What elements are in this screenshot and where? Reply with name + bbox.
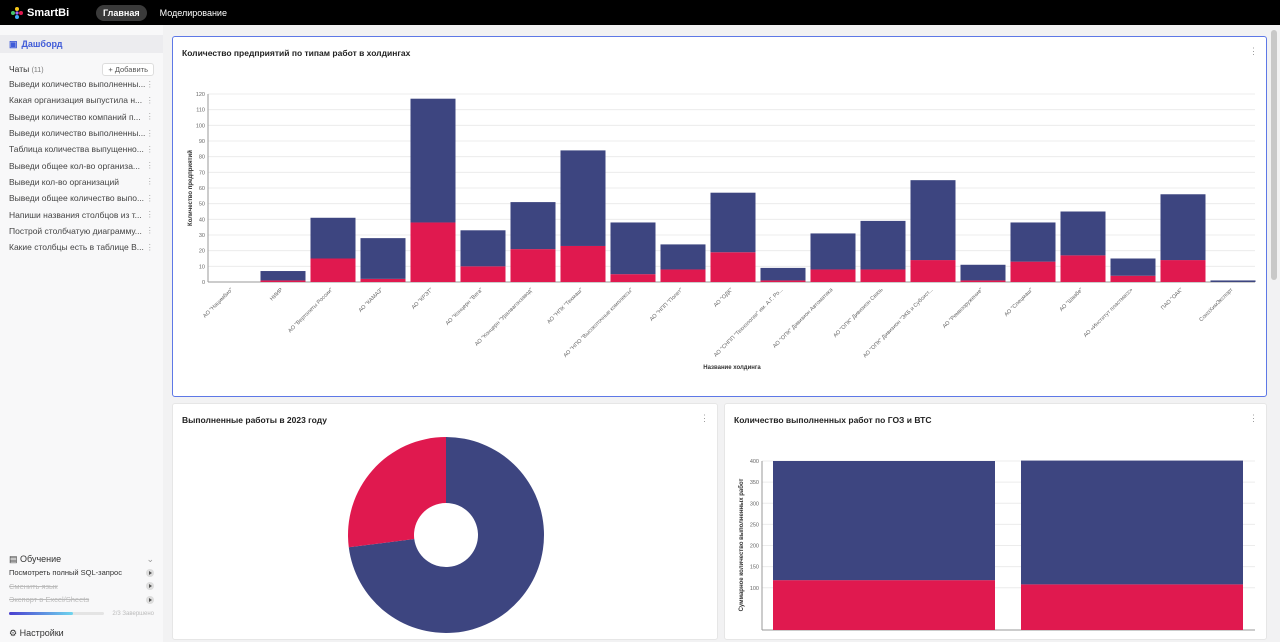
- add-label: Добавить: [114, 64, 148, 74]
- chart-title: Количество выполненных работ по ГОЗ и ВТ…: [734, 415, 932, 425]
- chat-title: Какие столбцы есть в таблице В...: [9, 242, 144, 253]
- learning-item-label: Сменить язык: [9, 581, 58, 591]
- play-icon[interactable]: [146, 568, 154, 577]
- more-icon[interactable]: ⋮: [145, 209, 155, 220]
- chat-item[interactable]: Выведи количество выполненны... ⋮: [0, 76, 163, 92]
- top-bar: SmartBi Главная Моделирование: [0, 0, 1280, 25]
- learning-item[interactable]: Экспорт в Excel/Sheets: [0, 593, 163, 607]
- logo-icon: [11, 6, 23, 19]
- more-icon[interactable]: ⋮: [700, 413, 709, 423]
- dashboard-label: Дашборд: [21, 39, 63, 49]
- learning-item[interactable]: Сменить язык: [0, 580, 163, 594]
- settings-label: Настройки: [19, 628, 64, 638]
- sidebar-item-dashboard[interactable]: ▣ Дашборд: [0, 35, 163, 53]
- play-icon[interactable]: [146, 582, 154, 591]
- logo[interactable]: SmartBi: [10, 6, 96, 20]
- learning-header[interactable]: ▤ Обучение ⌄: [0, 552, 163, 566]
- more-icon[interactable]: ⋮: [145, 111, 155, 122]
- chat-item[interactable]: Какие столбцы есть в таблице В... ⋮: [0, 239, 163, 255]
- chart-title: Выполненные работы в 2023 году: [182, 415, 327, 425]
- chat-title: Выведи общее количество выпо...: [9, 193, 145, 204]
- chat-item[interactable]: Какая организация выпустила н... ⋮: [0, 92, 163, 108]
- chat-item[interactable]: Построй столбчатую диаграмму... ⋮: [0, 223, 163, 239]
- chat-title: Выведи количество выполненны...: [9, 79, 146, 90]
- chat-title: Выведи кол-во организаций: [9, 176, 119, 187]
- sidebar: ▣ Дашборд Чаты (11) + Добавить Выведи ко…: [0, 25, 163, 642]
- chat-title: Выведи количество выполненны...: [9, 128, 146, 139]
- chart-card-2023[interactable]: Выполненные работы в 2023 году ⋮: [172, 403, 718, 640]
- more-icon[interactable]: ⋮: [145, 192, 155, 203]
- more-icon[interactable]: ⋮: [1249, 413, 1258, 423]
- progress-text: 2/3 Завершено: [112, 610, 154, 617]
- learning-progress: 2/3 Завершено: [0, 611, 163, 617]
- learning-item-label: Экспорт в Excel/Sheets: [9, 595, 90, 605]
- chat-item[interactable]: Выведи общее количество выпо... ⋮: [0, 190, 163, 206]
- chat-title: Выведи количество компаний п...: [9, 111, 141, 122]
- more-icon[interactable]: ⋮: [145, 127, 155, 138]
- more-icon[interactable]: ⋮: [1249, 46, 1258, 56]
- nav-home[interactable]: Главная: [96, 4, 147, 21]
- chat-item[interactable]: Выведи количество компаний п... ⋮: [0, 109, 163, 125]
- learning-item[interactable]: Посмотреть полный SQL-запрос: [0, 566, 163, 580]
- more-icon[interactable]: ⋮: [145, 160, 155, 171]
- chat-item[interactable]: Напиши названия столбцов из т... ⋮: [0, 206, 163, 222]
- chat-title: Таблица количества выпущенно...: [9, 144, 144, 155]
- chart-card-holdings[interactable]: Количество предприятий по типам работ в …: [172, 36, 1267, 397]
- chat-title: Выведи общее кол-во организа...: [9, 160, 141, 171]
- add-chat-button[interactable]: + Добавить: [102, 62, 154, 76]
- more-icon[interactable]: ⋮: [145, 241, 155, 252]
- chat-title: Напиши названия столбцов из т...: [9, 209, 142, 220]
- progress-fill: [9, 612, 73, 615]
- scrollbar[interactable]: [1271, 30, 1277, 280]
- chat-item[interactable]: Выведи общее кол-во организа... ⋮: [0, 157, 163, 173]
- progress-bar: [9, 612, 104, 615]
- gear-icon: ⚙: [9, 628, 20, 638]
- more-icon[interactable]: ⋮: [145, 78, 155, 89]
- chart-title: Количество предприятий по типам работ в …: [182, 48, 411, 58]
- chats-count: (11): [31, 67, 44, 74]
- play-icon[interactable]: [146, 595, 154, 604]
- nav-modeling[interactable]: Моделирование: [159, 7, 227, 18]
- more-icon[interactable]: ⋮: [145, 94, 155, 105]
- chat-item[interactable]: Таблица количества выпущенно... ⋮: [0, 141, 163, 157]
- learning-title: Обучение: [20, 553, 62, 564]
- chats-label: Чаты: [9, 64, 30, 74]
- chats-header: Чаты (11) + Добавить: [0, 62, 163, 76]
- more-icon[interactable]: ⋮: [145, 176, 155, 187]
- more-icon[interactable]: ⋮: [145, 143, 155, 154]
- plus-icon: +: [108, 64, 115, 74]
- dashboard-icon: ▣: [9, 38, 18, 49]
- chat-item[interactable]: Выведи количество выполненны... ⋮: [0, 125, 163, 141]
- book-icon: ▤: [9, 553, 21, 564]
- chat-item[interactable]: Выведи кол-во организаций ⋮: [0, 174, 163, 190]
- sidebar-item-settings[interactable]: ⚙ Настройки: [9, 628, 64, 639]
- chat-title: Какая организация выпустила н...: [9, 95, 143, 106]
- app-name: SmartBi: [27, 6, 70, 19]
- chevron-down-icon: ⌄: [146, 553, 154, 564]
- chart-card-goz[interactable]: Количество выполненных работ по ГОЗ и ВТ…: [724, 403, 1267, 640]
- more-icon[interactable]: ⋮: [145, 225, 155, 236]
- learning-item-label: Посмотреть полный SQL-запрос: [9, 568, 122, 578]
- chat-title: Построй столбчатую диаграмму...: [9, 225, 142, 236]
- learning-section: ▤ Обучение ⌄ Посмотреть полный SQL-запрос…: [0, 552, 163, 617]
